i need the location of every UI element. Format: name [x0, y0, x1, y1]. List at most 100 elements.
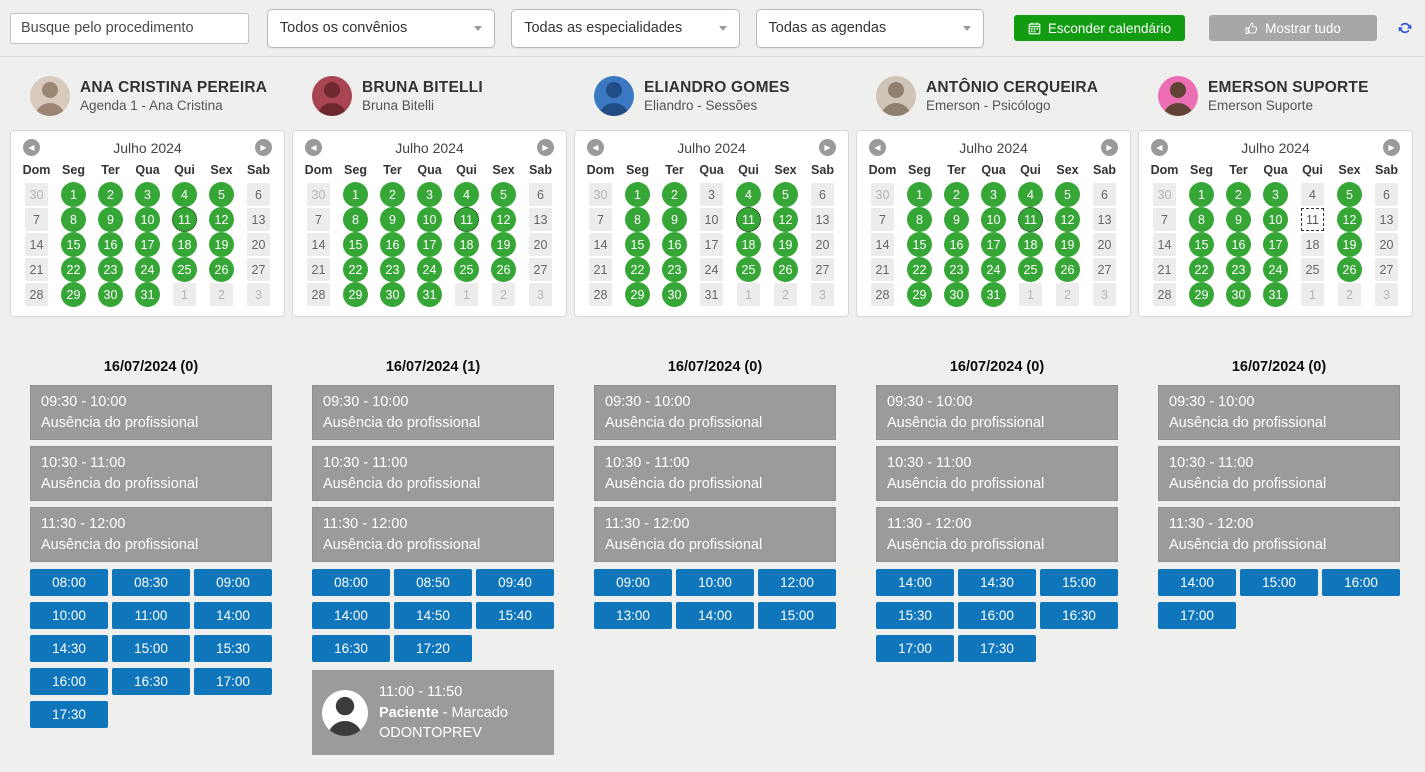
time-slot-button[interactable]: 15:00 — [758, 602, 836, 630]
calendar-day[interactable]: 18 — [730, 232, 767, 257]
calendar-day[interactable]: 12 — [203, 207, 240, 232]
calendar-day[interactable]: 25 — [448, 257, 485, 282]
time-slot-button[interactable]: 17:30 — [958, 635, 1036, 663]
calendar-day[interactable]: 19 — [767, 232, 804, 257]
calendar-day[interactable]: 22 — [1183, 257, 1220, 282]
calendar-day[interactable]: 17 — [129, 232, 166, 257]
calendar-day[interactable]: 12 — [767, 207, 804, 232]
calendar-day[interactable]: 10 — [975, 207, 1012, 232]
time-slot-button[interactable]: 17:20 — [394, 635, 472, 663]
time-slot-button[interactable]: 09:00 — [594, 569, 672, 597]
agenda-filter-select[interactable]: Todas as agendas — [755, 8, 984, 48]
calendar-day[interactable]: 16 — [656, 232, 693, 257]
time-slot-button[interactable]: 16:30 — [112, 668, 190, 696]
calendar-day[interactable]: 31 — [975, 282, 1012, 307]
time-slot-button[interactable]: 15:00 — [112, 635, 190, 663]
time-slot-button[interactable]: 10:00 — [676, 569, 754, 597]
time-slot-button[interactable]: 14:00 — [876, 569, 954, 597]
calendar-day[interactable]: 19 — [1331, 232, 1368, 257]
hide-calendar-button[interactable]: Esconder calendário — [1013, 15, 1186, 41]
calendar-day[interactable]: 5 — [485, 182, 522, 207]
calendar-day[interactable]: 8 — [55, 207, 92, 232]
time-slot-button[interactable]: 14:00 — [194, 602, 272, 630]
calendar-day[interactable]: 4 — [166, 182, 203, 207]
calendar-day[interactable]: 22 — [619, 257, 656, 282]
time-slot-button[interactable]: 12:00 — [758, 569, 836, 597]
prev-month-icon[interactable]: ◀ — [1151, 139, 1168, 156]
time-slot-button[interactable]: 15:00 — [1240, 569, 1318, 597]
calendar-day[interactable]: 11 — [1012, 207, 1049, 232]
calendar-day[interactable]: 9 — [92, 207, 129, 232]
calendar-day[interactable]: 1 — [55, 182, 92, 207]
calendar-day[interactable]: 1 — [1183, 182, 1220, 207]
next-month-icon[interactable]: ▶ — [1383, 139, 1400, 156]
time-slot-button[interactable]: 16:30 — [1040, 602, 1118, 630]
time-slot-button[interactable]: 17:00 — [876, 635, 954, 663]
calendar-day[interactable]: 12 — [1049, 207, 1086, 232]
calendar-day[interactable]: 24 — [129, 257, 166, 282]
time-slot-button[interactable]: 14:00 — [1158, 569, 1236, 597]
calendar-day[interactable]: 9 — [374, 207, 411, 232]
time-slot-button[interactable]: 15:30 — [194, 635, 272, 663]
next-month-icon[interactable]: ▶ — [255, 139, 272, 156]
calendar-day[interactable]: 8 — [1183, 207, 1220, 232]
calendar-day[interactable]: 3 — [975, 182, 1012, 207]
next-month-icon[interactable]: ▶ — [537, 139, 554, 156]
calendar-day[interactable]: 10 — [129, 207, 166, 232]
calendar-day[interactable]: 26 — [767, 257, 804, 282]
time-slot-button[interactable]: 08:00 — [312, 569, 390, 597]
refresh-icon[interactable] — [1397, 20, 1413, 36]
calendar-day[interactable]: 29 — [55, 282, 92, 307]
time-slot-button[interactable]: 14:00 — [676, 602, 754, 630]
calendar-day[interactable]: 25 — [166, 257, 203, 282]
time-slot-button[interactable]: 16:30 — [312, 635, 390, 663]
calendar-day[interactable]: 30 — [374, 282, 411, 307]
calendar-day[interactable]: 23 — [92, 257, 129, 282]
calendar-day[interactable]: 29 — [1183, 282, 1220, 307]
specialty-filter-select[interactable]: Todas as especialidades — [511, 8, 740, 48]
procedure-search-input[interactable] — [10, 12, 249, 44]
calendar-day[interactable]: 30 — [1220, 282, 1257, 307]
calendar-day[interactable]: 17 — [1257, 232, 1294, 257]
calendar-day[interactable]: 5 — [1049, 182, 1086, 207]
calendar-day[interactable]: 2 — [374, 182, 411, 207]
calendar-day[interactable]: 2 — [938, 182, 975, 207]
next-month-icon[interactable]: ▶ — [1101, 139, 1118, 156]
calendar-day[interactable]: 4 — [1012, 182, 1049, 207]
calendar-day[interactable]: 19 — [485, 232, 522, 257]
calendar-day[interactable]: 2 — [1220, 182, 1257, 207]
calendar-day[interactable]: 26 — [203, 257, 240, 282]
time-slot-button[interactable]: 15:40 — [476, 602, 554, 630]
calendar-day[interactable]: 30 — [656, 282, 693, 307]
calendar-day[interactable]: 1 — [901, 182, 938, 207]
time-slot-button[interactable]: 14:50 — [394, 602, 472, 630]
calendar-day[interactable]: 16 — [938, 232, 975, 257]
time-slot-button[interactable]: 09:40 — [476, 569, 554, 597]
calendar-day[interactable]: 22 — [337, 257, 374, 282]
calendar-day[interactable]: 30 — [938, 282, 975, 307]
calendar-day[interactable]: 11 — [730, 207, 767, 232]
calendar-day[interactable]: 11 — [448, 207, 485, 232]
calendar-day[interactable]: 25 — [730, 257, 767, 282]
time-slot-button[interactable]: 16:00 — [1322, 569, 1400, 597]
time-slot-button[interactable]: 17:30 — [30, 701, 108, 729]
time-slot-button[interactable]: 17:00 — [1158, 602, 1236, 630]
calendar-day[interactable]: 15 — [901, 232, 938, 257]
calendar-day[interactable]: 9 — [1220, 207, 1257, 232]
calendar-day[interactable]: 16 — [374, 232, 411, 257]
calendar-day[interactable]: 18 — [166, 232, 203, 257]
next-month-icon[interactable]: ▶ — [819, 139, 836, 156]
calendar-day[interactable]: 18 — [448, 232, 485, 257]
calendar-day[interactable]: 10 — [411, 207, 448, 232]
time-slot-button[interactable]: 15:00 — [1040, 569, 1118, 597]
calendar-day[interactable]: 25 — [1012, 257, 1049, 282]
calendar-day[interactable]: 23 — [938, 257, 975, 282]
calendar-day[interactable]: 8 — [619, 207, 656, 232]
calendar-day[interactable]: 8 — [337, 207, 374, 232]
calendar-day[interactable]: 15 — [55, 232, 92, 257]
calendar-day[interactable]: 31 — [411, 282, 448, 307]
calendar-day[interactable]: 4 — [730, 182, 767, 207]
calendar-day[interactable]: 9 — [938, 207, 975, 232]
prev-month-icon[interactable]: ◀ — [869, 139, 886, 156]
calendar-day[interactable]: 18 — [1012, 232, 1049, 257]
